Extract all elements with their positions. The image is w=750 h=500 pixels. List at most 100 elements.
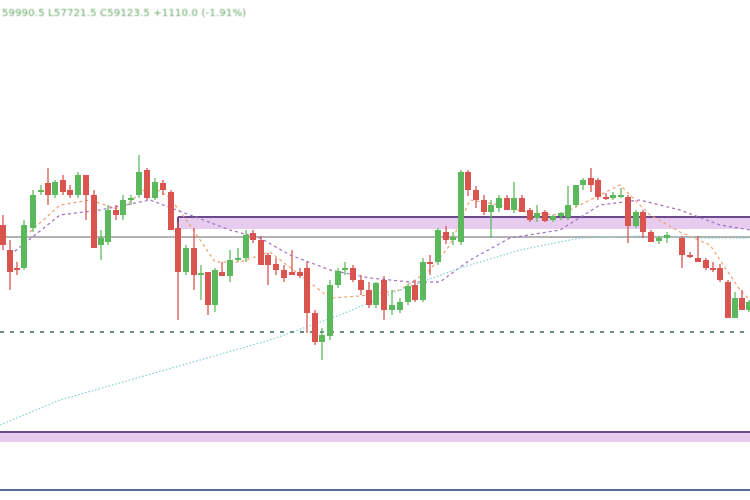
candle [580,178,586,190]
candle [205,272,211,315]
candle [265,253,271,285]
candle [191,228,197,290]
candle [243,230,249,262]
candle [227,250,233,282]
candle [542,210,548,222]
ma-fast [29,184,750,301]
candle [75,172,81,198]
candle [496,195,502,212]
candle [656,236,662,244]
candle [588,168,594,192]
candle [664,232,670,243]
candle [0,215,6,250]
candle [405,284,411,305]
candle [465,170,471,196]
candle [144,168,150,200]
candle [45,168,51,205]
candle [504,195,510,210]
candle [160,180,166,195]
candle [98,230,104,260]
candle [136,155,142,198]
candle [595,178,601,200]
candle [297,268,303,278]
candle [319,328,325,360]
candle [350,265,356,282]
candle [534,205,540,222]
candle [550,215,556,222]
candle [458,170,464,245]
candle [198,265,204,300]
candle [212,268,218,312]
candle [381,276,387,320]
candle [558,212,564,220]
candle [473,186,479,208]
candle [633,210,639,228]
candle [183,245,189,275]
candle [312,310,318,345]
candle [21,220,27,270]
candle [488,200,494,238]
candle [527,208,533,222]
ohlc-header: 59990.5 L57721.5 C59123.5 +1110.0 (-1.91… [2,8,247,19]
candle [30,190,36,232]
candle [128,195,134,205]
candle [625,195,631,243]
candle [679,236,685,268]
candles [0,155,750,360]
candle [281,265,287,282]
candle [14,262,20,275]
candle [7,240,13,290]
candle [273,258,279,275]
candle [412,280,418,302]
candle [640,210,646,238]
candle [420,258,426,302]
candle [481,195,487,215]
candle [565,186,571,220]
candle [152,178,158,200]
candle [443,226,449,244]
candle [739,290,745,310]
candle [427,255,433,275]
candle [358,275,364,295]
candle [67,185,73,198]
ma-slow [0,235,750,426]
candle [304,262,310,333]
candle [91,190,97,248]
candle [573,185,579,207]
candle [366,282,372,308]
candle [113,205,119,220]
horizontal-levels [0,216,750,491]
candle [519,195,525,212]
ma-mid [9,199,750,283]
candle [83,175,89,220]
candle [450,232,456,245]
candle [219,262,225,276]
candle [38,185,44,195]
candle [342,262,348,275]
candle [389,290,395,315]
candle [435,228,441,265]
candle [235,248,241,262]
candle [335,268,341,288]
candle [725,280,731,318]
candle [710,262,716,272]
candle [168,190,174,230]
candle [687,252,693,258]
moving-averages [0,184,750,426]
candle [105,205,111,245]
candle [703,258,709,270]
candle [618,188,624,198]
candle [648,230,654,242]
candle [175,222,181,320]
candle [52,180,58,198]
candle [258,236,264,265]
candle [695,236,701,262]
candle [732,292,738,318]
candle [120,195,126,220]
candle [717,264,723,282]
candle [373,282,379,308]
candle [289,250,295,275]
candle [746,300,750,312]
candle [511,182,517,213]
